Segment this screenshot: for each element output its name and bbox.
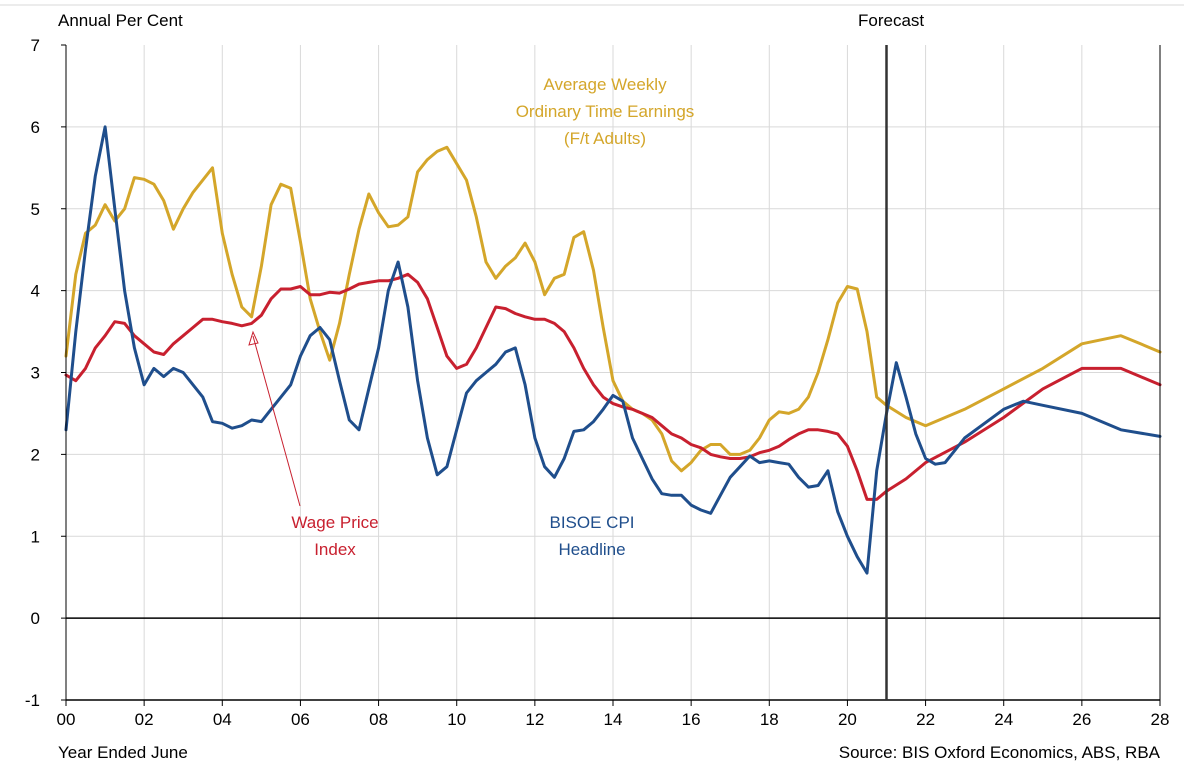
x-tick-label-26: 26 (1072, 710, 1091, 729)
x-tick-label-16: 16 (682, 710, 701, 729)
x-tick-label-08: 08 (369, 710, 388, 729)
source-note: Source: BIS Oxford Economics, ABS, RBA (839, 743, 1161, 762)
y-tick-label-1: 1 (31, 527, 40, 546)
wpi-label-line-2: Index (314, 540, 356, 559)
y-tick-label-4: 4 (31, 282, 40, 301)
x-tick-label-12: 12 (525, 710, 544, 729)
wpi-arrow-head (248, 330, 259, 346)
wpi-label-line-1: Wage Price (291, 513, 378, 532)
forecast-label: Forecast (858, 11, 924, 30)
x-tick-label-20: 20 (838, 710, 857, 729)
x-tick-label-22: 22 (916, 710, 935, 729)
x-tick-label-24: 24 (994, 710, 1013, 729)
y-tick-label--1: -1 (25, 691, 40, 710)
series-line-awote (64, 145, 1162, 473)
y-tick-label-7: 7 (31, 36, 40, 55)
x-tick-label-06: 06 (291, 710, 310, 729)
x-axis-title: Year Ended June (58, 743, 188, 762)
y-tick-label-5: 5 (31, 200, 40, 219)
y-tick-label-3: 3 (31, 364, 40, 383)
x-tick-label-04: 04 (213, 710, 232, 729)
x-tick-label-10: 10 (447, 710, 466, 729)
awote-label-line-1: Average Weekly (543, 75, 667, 94)
x-tick-label-28: 28 (1151, 710, 1170, 729)
cpi-label-line-2: Headline (558, 540, 625, 559)
awote-label-line-3: (F/t Adults) (564, 129, 646, 148)
series-line-cpi (64, 125, 1162, 575)
x-tick-label-14: 14 (604, 710, 623, 729)
awote-label-line-2: Ordinary Time Earnings (516, 102, 695, 121)
y-tick-label-6: 6 (31, 118, 40, 137)
y-tick-label-2: 2 (31, 445, 40, 464)
y-tick-label-0: 0 (31, 609, 40, 628)
x-tick-label-18: 18 (760, 710, 779, 729)
y-axis-title: Annual Per Cent (58, 11, 183, 30)
cpi-label-line-1: BISOE CPI (549, 513, 634, 532)
series-line-wpi (64, 272, 1162, 501)
axes (0, 4, 1184, 701)
x-tick-label-02: 02 (135, 710, 154, 729)
x-tick-label-00: 00 (57, 710, 76, 729)
wpi-annotation-arrow (252, 335, 301, 507)
grid-lines (66, 45, 1160, 700)
series-lines (64, 125, 1162, 575)
